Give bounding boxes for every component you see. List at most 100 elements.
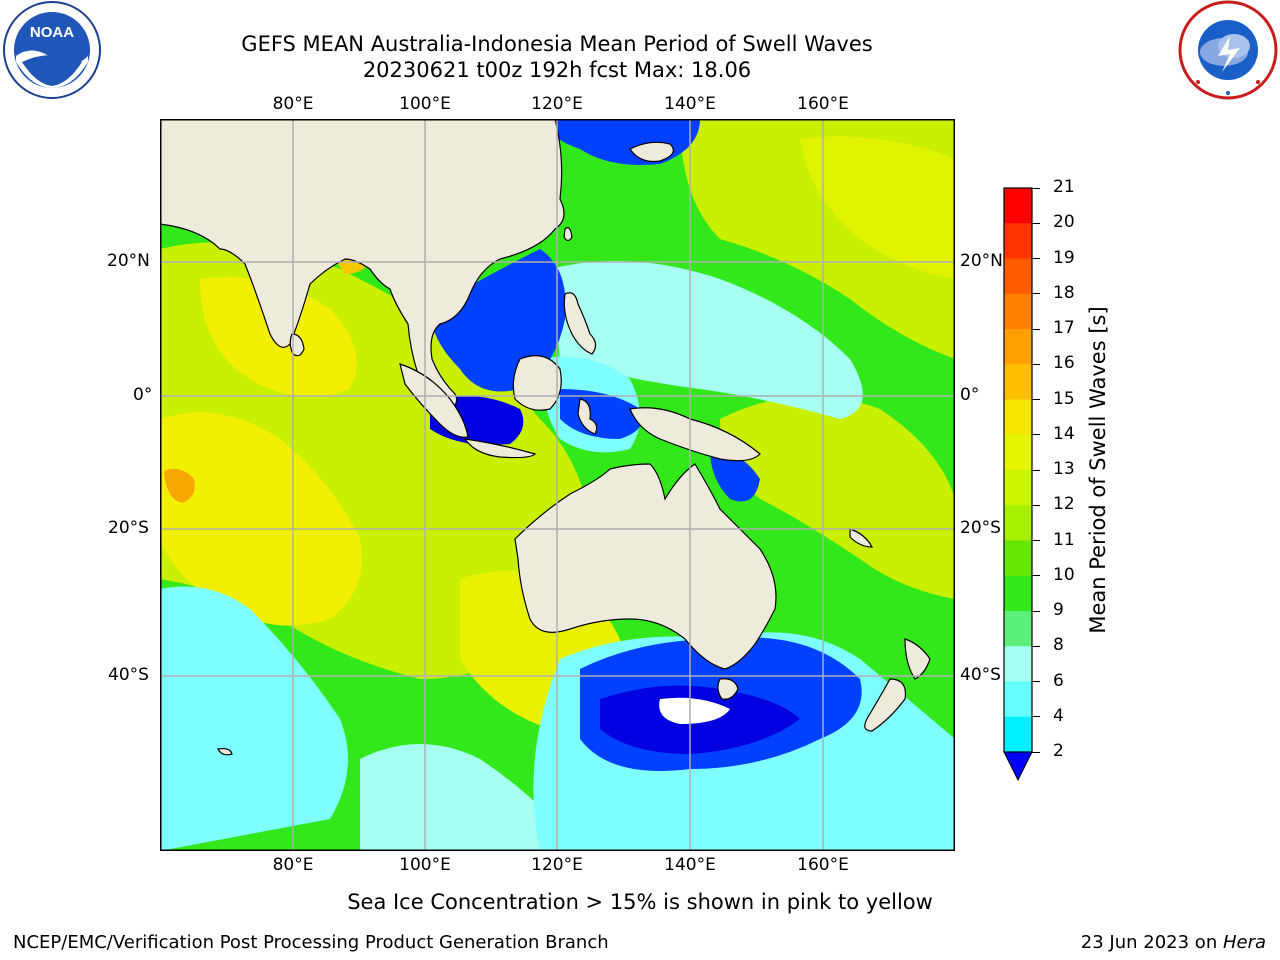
colorbar-segment (1004, 293, 1032, 330)
swell-zone-cyan (160, 586, 348, 851)
colorbar-segment (1004, 258, 1032, 295)
colorbar-tick-label: 20 (1053, 212, 1075, 233)
land-java (463, 438, 537, 459)
swell-zone-yellow (160, 412, 362, 626)
lon-label-bottom: 140°E (664, 855, 716, 875)
producer-text: NCEP/EMC/Verification Post Processing Pr… (13, 932, 609, 953)
colorbar-label: Mean Period of Swell Waves [s] (1086, 306, 1110, 634)
colorbar-segment (1004, 399, 1032, 436)
colorbar-tick-label: 15 (1053, 388, 1075, 409)
colorbar-tick-mark (1032, 328, 1040, 330)
swell-zone-yellow (720, 396, 955, 599)
colorbar-tick-label: 4 (1053, 705, 1064, 726)
noaa-logo-text: NOAA (30, 24, 74, 41)
lon-label-bottom: 120°E (531, 855, 583, 875)
colorbar-segment (1004, 470, 1032, 506)
colorbar-tick-label: 2 (1053, 741, 1064, 761)
colorbar-tick-label: 8 (1053, 635, 1064, 656)
colorbar-tick-label: 14 (1053, 423, 1075, 444)
land-new-zealand-north (904, 638, 931, 680)
colorbar-tick-mark (1032, 293, 1040, 295)
colorbar-tick-label: 11 (1053, 529, 1075, 550)
chart-title: GEFS MEAN Australia-Indonesia Mean Perio… (241, 32, 873, 56)
land-taiwan (563, 227, 573, 242)
colorbar-tick-label: 13 (1053, 459, 1075, 479)
colorbar-tick-mark (1032, 258, 1040, 259)
colorbar-tick-mark (1032, 363, 1040, 365)
colorbar-tick-label: 12 (1053, 494, 1075, 515)
lat-label-right: 40°S (960, 665, 1001, 685)
land-borneo (512, 355, 562, 411)
colorbar (1003, 187, 1033, 782)
map-frame (160, 119, 955, 851)
lon-label-top: 140°E (664, 94, 716, 114)
swell-zone-orange (164, 468, 195, 503)
colorbar-tick-mark (1032, 434, 1040, 436)
colorbar-tick-mark (1032, 751, 1040, 753)
colorbar-tick-mark (1032, 575, 1040, 577)
lat-label-right: 20°S (960, 518, 1001, 538)
date-stamp: 23 Jun 2023 on Hera (1081, 932, 1266, 953)
lon-label-top: 100°E (399, 94, 451, 114)
lat-label-right: 20°N (960, 251, 1003, 271)
colorbar-tick-mark (1032, 504, 1040, 506)
land-asia (160, 119, 565, 410)
colorbar-tick-mark (1032, 399, 1040, 400)
lat-label-left: 20°N (107, 251, 150, 271)
colorbar-tick-label: 19 (1053, 247, 1075, 268)
chart-subtitle: 20230621 t00z 192h fcst Max: 18.06 (362, 58, 752, 82)
land-japan (629, 141, 674, 163)
lon-label-bottom: 160°E (797, 855, 849, 875)
land-tasmania (717, 678, 739, 700)
land-philippines (563, 292, 597, 355)
swell-zone-cyan (360, 744, 580, 851)
colorbar-tick-label: 9 (1053, 600, 1064, 620)
colorbar-tick-label: 21 (1053, 177, 1075, 197)
colorbar-segment (1004, 434, 1032, 471)
lat-label-right: 0° (960, 385, 980, 405)
colorbar-tick-label: 6 (1053, 670, 1064, 691)
colorbar-tick-label: 10 (1053, 564, 1075, 585)
map-panel (160, 119, 955, 851)
colorbar-tick-mark (1032, 187, 1040, 189)
colorbar-tick-label: 17 (1053, 318, 1075, 338)
map-grid (160, 119, 955, 851)
colorbar-extend-arrow (1003, 751, 1033, 782)
sea-ice-note: Sea Ice Concentration > 15% is shown in … (347, 890, 933, 914)
date-machine: Hera (1222, 932, 1266, 953)
lon-label-bottom: 80°E (272, 855, 314, 875)
swell-zone-yellow (800, 136, 955, 279)
colorbar-segment (1004, 505, 1032, 541)
colorbar-tick-mark (1032, 681, 1040, 682)
lon-label-bottom: 100°E (399, 855, 451, 875)
colorbar-segment (1004, 364, 1032, 400)
colorbar-segment (1004, 223, 1032, 259)
colorbar-tick-label: 18 (1053, 282, 1075, 303)
lon-label-top: 160°E (797, 94, 849, 114)
colorbar-segment (1004, 540, 1032, 577)
date-prefix: 23 Jun 2023 on (1080, 932, 1223, 953)
land-new-zealand-south (864, 678, 907, 732)
swell-zone-blue (710, 449, 760, 502)
colorbar-segment (1004, 188, 1032, 224)
colorbar-segment (1004, 611, 1032, 647)
lat-label-left: 0° (133, 385, 153, 405)
nws-logo (1178, 0, 1278, 100)
colorbar-segment (1004, 716, 1032, 753)
colorbar-tick-mark (1032, 610, 1040, 612)
land-new-caledonia (849, 528, 874, 548)
colorbar-segment (1004, 646, 1032, 682)
colorbar-tick-mark (1032, 222, 1040, 224)
colorbar-tick-mark (1032, 716, 1040, 718)
colorbar-segment (1004, 329, 1032, 365)
lat-label-left: 20°S (108, 518, 149, 538)
colorbar-segment (1004, 575, 1032, 612)
lon-label-top: 80°E (272, 94, 314, 114)
swell-zone-cyan (550, 261, 863, 419)
land-australia (514, 463, 777, 670)
lat-label-left: 40°S (108, 665, 149, 685)
colorbar-tick-label: 16 (1053, 353, 1075, 374)
colorbar-tick-mark (1032, 469, 1040, 471)
noaa-logo: NOAA (2, 0, 102, 100)
colorbar-tick-mark (1032, 645, 1040, 647)
